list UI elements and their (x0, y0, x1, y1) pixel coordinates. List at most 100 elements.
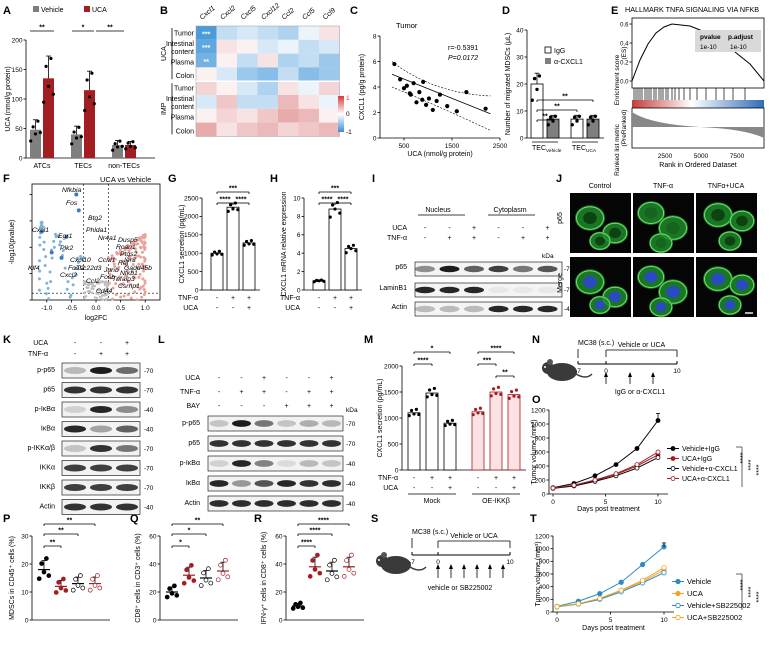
x-tick-label: 2500 (658, 153, 673, 160)
series-point (571, 482, 577, 488)
heatmap-cell (319, 67, 340, 82)
condition-sign: - (477, 485, 480, 492)
cell-nucleus (609, 227, 621, 239)
cell-nucleus (655, 302, 667, 312)
y-tick-label: 40 (149, 561, 157, 568)
volcano-point (106, 256, 110, 260)
enrichment-curve (631, 23, 765, 82)
heatmap-row-label: Colon (176, 128, 194, 135)
data-point (322, 279, 326, 283)
y-tick-label: 200 (539, 597, 550, 604)
volcano-point (85, 286, 88, 289)
blot-band (90, 425, 112, 433)
gene-label: Cxcl2 (60, 272, 77, 279)
volcano-point (130, 270, 134, 274)
significance-label: * (188, 528, 191, 535)
y-tick-label: 8 (297, 214, 301, 221)
blot-strip (61, 421, 141, 437)
kda-label: -70 (346, 421, 356, 428)
volcano-point (143, 266, 147, 270)
volcano-point (119, 283, 123, 287)
timeline-tick-label: 0 (604, 368, 608, 375)
cell-nucleus (666, 222, 680, 234)
data-point (126, 141, 130, 145)
volcano-point (111, 286, 115, 290)
data-point (245, 239, 249, 244)
series-point (550, 485, 556, 491)
y-tick-label: 0.2 (620, 60, 629, 66)
condition-sign: + (99, 351, 103, 358)
heatmap-cell (298, 108, 319, 123)
data-point (532, 76, 537, 81)
bar (112, 145, 123, 158)
volcano-point (107, 281, 111, 285)
condition-sign: - (431, 485, 434, 492)
heatmap-cell (298, 122, 319, 137)
gene-label: Csrnp1 (118, 283, 140, 290)
volcano-point (135, 284, 139, 288)
y-tick-label: 100 (12, 96, 23, 103)
y-tick-label: 150 (12, 67, 23, 74)
x-tick-label: 0.5 (116, 305, 125, 312)
data-point (242, 243, 246, 247)
heatmap-significance: *** (202, 31, 210, 38)
data-point (120, 144, 124, 148)
volcano-point (70, 276, 74, 280)
data-point (319, 278, 323, 282)
blot-band (488, 305, 509, 313)
scatter-point (414, 100, 419, 105)
data-point (172, 583, 177, 589)
volcano-point (96, 280, 99, 284)
condition-sign: - (100, 340, 103, 347)
gene-label: Fosl2 (68, 265, 85, 272)
series-point (618, 579, 624, 585)
cell-nucleus (736, 215, 748, 227)
gene-label: Ccl2 (86, 278, 100, 285)
data-point (252, 242, 256, 246)
y-axis-label: UCA (nmol/g protein) (5, 66, 12, 131)
cell-nucleus (655, 238, 667, 248)
y-tick-label: 20 (275, 589, 283, 596)
column-label: Control (589, 183, 612, 190)
cell-membrane (589, 296, 611, 314)
volcano-point (123, 248, 127, 252)
blot-band (464, 286, 484, 294)
data-point (312, 280, 316, 284)
heatmap-cell (216, 53, 237, 68)
data-point (300, 605, 306, 611)
data-point (586, 123, 590, 127)
series-point (661, 570, 667, 576)
data-point (412, 412, 416, 416)
series-point (597, 595, 603, 601)
bar (125, 145, 136, 158)
data-point (349, 247, 353, 251)
data-point (36, 576, 42, 582)
data-point (476, 411, 480, 415)
data-point (113, 142, 117, 146)
data-point (53, 590, 59, 595)
y-tick-label: 50 (15, 126, 23, 133)
data-point (591, 119, 595, 123)
injection-arrowhead (475, 564, 479, 569)
y-tick-label: 0 (520, 135, 524, 142)
volcano-point (53, 232, 57, 236)
condition-sign: + (262, 389, 266, 396)
column-label: TNFα+UCA (708, 183, 745, 190)
condition-sign: + (284, 403, 288, 410)
bar (43, 78, 54, 158)
volcano-point (122, 282, 126, 286)
data-point (593, 114, 598, 118)
volcano-point (71, 283, 75, 287)
y-tick-label: 0.4 (620, 41, 629, 47)
cell-membrane (659, 216, 687, 240)
volcano-point (138, 272, 142, 276)
data-point (499, 392, 503, 396)
blot-strip (207, 455, 344, 472)
mouse-icon (542, 362, 554, 374)
data-point (430, 392, 434, 397)
blot-strip (207, 435, 344, 452)
data-point (510, 389, 514, 394)
volcano-point (132, 239, 136, 243)
blot-band (513, 286, 533, 294)
y-tick-label: 40 (275, 561, 283, 568)
